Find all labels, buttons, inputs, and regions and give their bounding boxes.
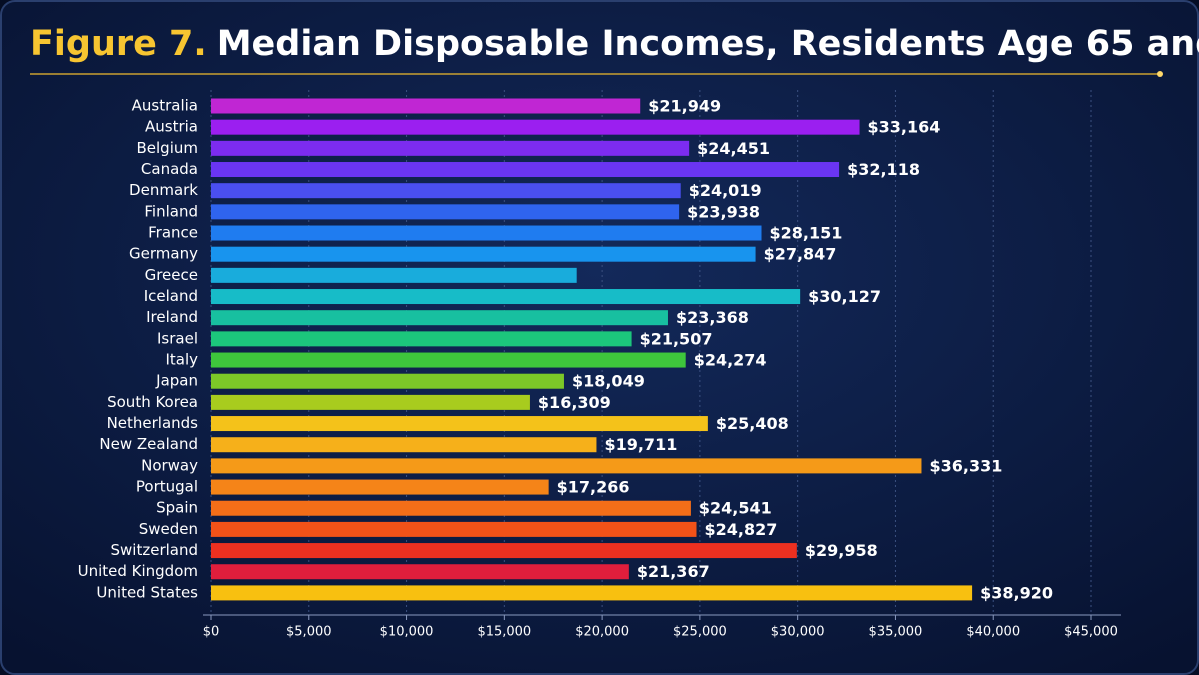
value-label: $24,827 [705,520,778,539]
bar [211,310,668,326]
category-label: New Zealand [99,435,198,453]
x-tick-label: $35,000 [869,625,923,640]
value-label: $21,507 [640,329,713,348]
value-label: $33,164 [868,118,941,137]
value-label: $36,331 [929,456,1002,475]
x-tick-label: $25,000 [673,625,727,640]
x-tick-label: $45,000 [1064,625,1118,640]
bar [211,585,973,601]
category-label: Netherlands [107,414,199,432]
chart-title: Figure 7. Median Disposable Incomes, Resi… [30,24,1199,64]
category-label: Iceland [144,287,198,305]
value-label: $28,151 [770,224,843,243]
x-tick-label: $0 [203,625,220,640]
figure-label: Figure 7. [30,24,207,64]
value-label: $25,408 [716,414,789,433]
value-label: $24,019 [689,181,762,200]
bar [211,267,577,283]
bar [211,437,597,453]
category-label: Spain [156,499,198,517]
category-label: Italy [165,351,198,369]
category-label: Norway [141,456,198,474]
category-label: Ireland [146,308,198,326]
x-tick-label: $10,000 [380,625,434,640]
bar [211,500,691,516]
value-label: $18,049 [572,372,645,391]
x-tick-label: $30,000 [771,625,825,640]
bar [211,521,697,537]
bar [211,204,680,220]
category-label: United States [96,583,198,601]
bar [211,352,686,368]
category-label: United Kingdom [78,562,198,580]
x-tick-label: $15,000 [477,625,531,640]
value-label: $16,309 [538,393,611,412]
category-label: Japan [155,372,198,390]
bar [211,140,690,156]
value-label: $29,958 [805,541,878,560]
value-label: $24,451 [697,139,770,158]
x-tick-label: $20,000 [575,625,629,640]
category-label: Sweden [139,520,198,538]
bar [211,479,549,495]
category-label: Canada [141,160,198,178]
x-tick-label: $5,000 [286,625,332,640]
category-label: France [148,224,198,242]
bar [211,458,922,474]
bar [211,416,708,432]
value-label: $19,711 [604,435,677,454]
bar [211,119,860,135]
value-label: $24,274 [694,351,767,370]
category-label: Belgium [137,139,199,157]
bar [211,331,632,347]
category-label: Germany [129,245,198,263]
category-label: Austria [145,118,198,136]
bar [211,246,756,262]
category-label: Switzerland [111,541,199,559]
value-label: $38,920 [980,583,1053,602]
sparkle [1157,71,1163,77]
bar [211,225,762,241]
value-label: $23,938 [687,202,760,221]
category-label: Finland [144,202,198,220]
value-label: $30,127 [808,287,881,306]
value-label: $21,949 [648,97,721,116]
bar [211,183,681,199]
category-label: Portugal [136,478,198,496]
category-label: Denmark [129,181,198,199]
bar [211,98,641,114]
category-label: Greece [145,266,198,284]
bar [211,373,564,389]
title-text: Median Disposable Incomes, Residents Age… [217,24,1199,64]
value-label: $21,367 [637,562,710,581]
value-label: $23,368 [676,308,749,327]
bar [211,543,797,559]
bar [211,394,530,410]
category-label: Israel [157,329,198,347]
value-label: $27,847 [764,245,837,264]
bar [211,162,840,178]
category-label: Australia [132,97,198,115]
value-label: $17,266 [557,478,630,497]
category-label: South Korea [107,393,198,411]
value-label: $32,118 [847,160,920,179]
value-label: $24,541 [699,499,772,518]
x-tick-label: $40,000 [966,625,1020,640]
bar [211,289,801,305]
bar [211,564,629,580]
